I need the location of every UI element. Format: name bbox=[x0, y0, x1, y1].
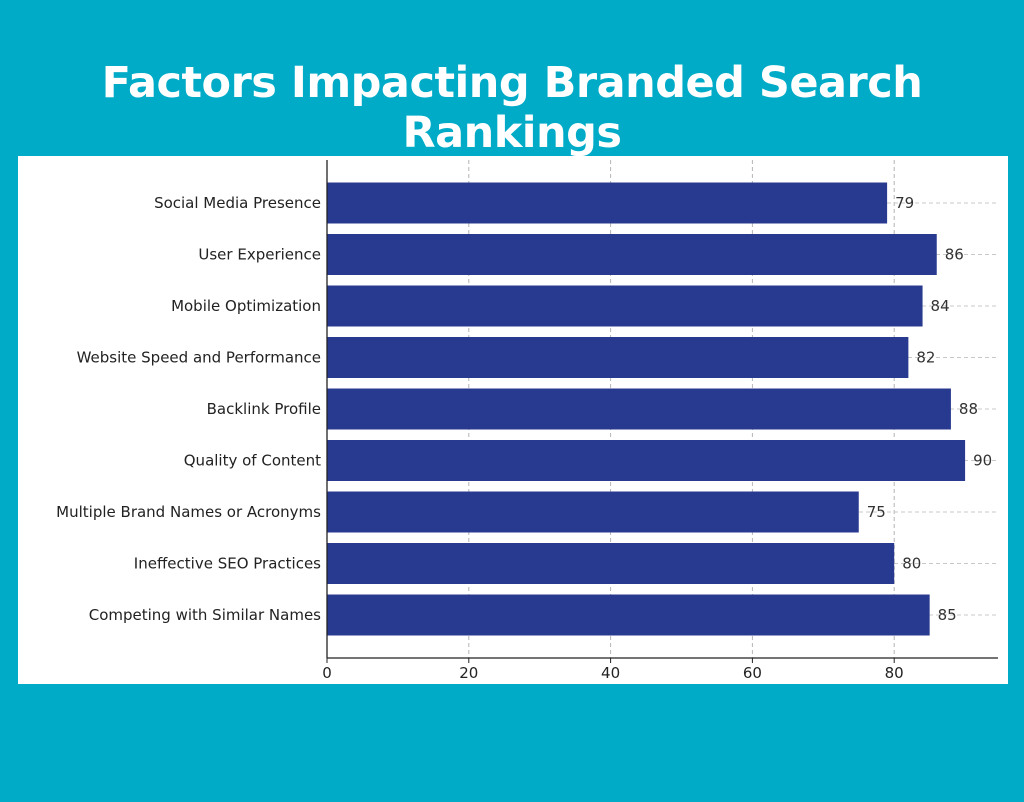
x-tick-label: 40 bbox=[601, 664, 620, 682]
category-label: Website Speed and Performance bbox=[77, 349, 321, 367]
x-tick-label: 80 bbox=[885, 664, 904, 682]
data-label: 86 bbox=[945, 246, 964, 264]
bar bbox=[327, 594, 930, 636]
data-label: 75 bbox=[867, 503, 886, 521]
data-label: 88 bbox=[959, 400, 978, 418]
category-label: Ineffective SEO Practices bbox=[134, 555, 321, 573]
data-label: 84 bbox=[931, 297, 950, 315]
data-label: 90 bbox=[973, 452, 992, 470]
category-label: Backlink Profile bbox=[207, 400, 321, 418]
bar bbox=[327, 440, 966, 481]
bar bbox=[327, 543, 895, 584]
x-tick-label: 0 bbox=[322, 664, 332, 682]
page-title: Factors Impacting Branded Search Ranking… bbox=[101, 58, 923, 158]
category-label: Quality of Content bbox=[184, 452, 321, 470]
category-label: User Experience bbox=[198, 246, 321, 264]
chart-panel: Social Media Presence 79 User Experience 86… bbox=[18, 156, 1008, 684]
bar-chart: Social Media Presence 79 User Experience 86… bbox=[56, 160, 998, 682]
data-label: 79 bbox=[895, 194, 914, 212]
data-label: 85 bbox=[938, 606, 957, 624]
category-label: Competing with Similar Names bbox=[89, 606, 321, 624]
bar bbox=[327, 234, 937, 275]
x-tick-label: 20 bbox=[459, 664, 478, 682]
bar bbox=[327, 337, 909, 378]
x-tick-label: 60 bbox=[743, 664, 762, 682]
category-label: Mobile Optimization bbox=[171, 297, 321, 315]
category-label: Social Media Presence bbox=[154, 194, 321, 212]
category-label: Multiple Brand Names or Acronyms bbox=[56, 503, 321, 521]
bar bbox=[327, 182, 888, 224]
data-label: 82 bbox=[916, 349, 935, 367]
bar bbox=[327, 388, 951, 430]
bar bbox=[327, 285, 923, 327]
bar bbox=[327, 491, 859, 533]
data-label: 80 bbox=[902, 555, 921, 573]
